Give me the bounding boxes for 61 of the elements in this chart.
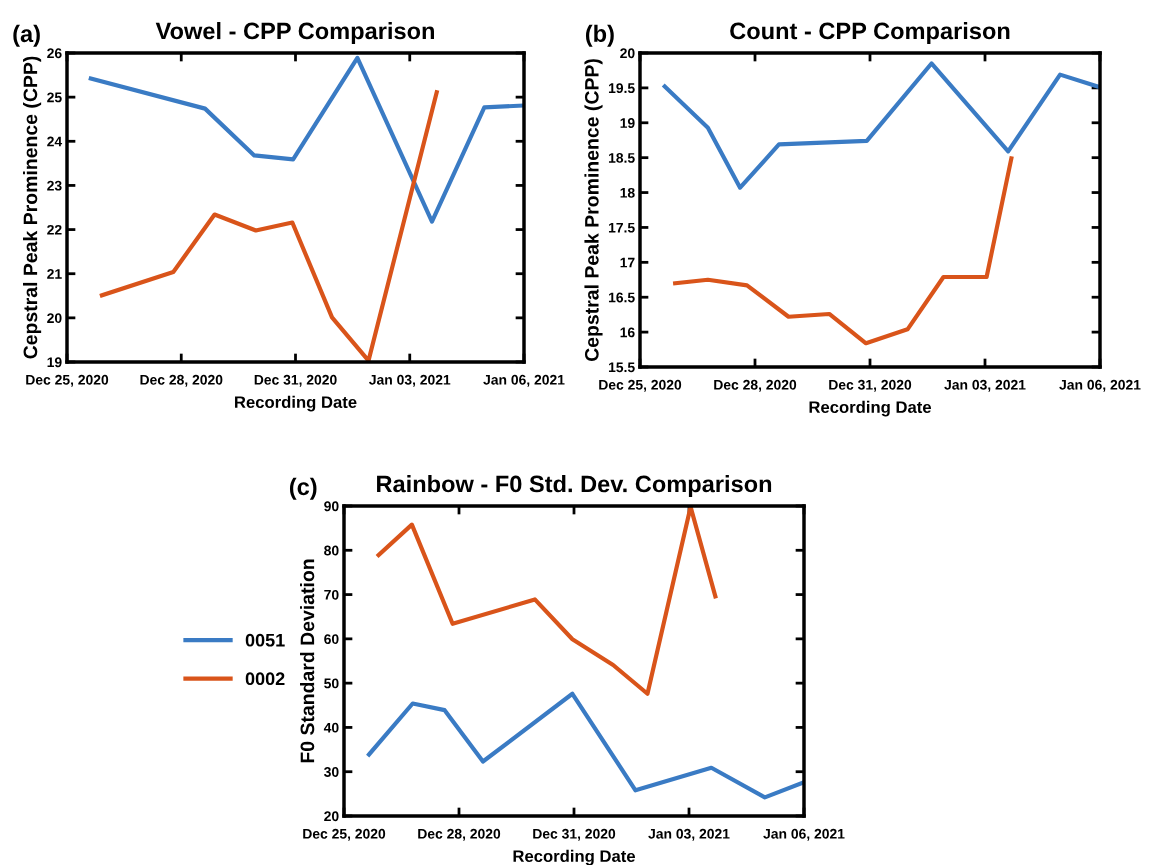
y-tick-label: 16 — [620, 327, 635, 338]
y-tick-label: 17.5 — [608, 222, 635, 233]
legend-label: 0051 — [245, 633, 285, 647]
chart-title: Count - CPP Comparison — [730, 22, 1010, 45]
x-tick-label: Dec 31, 2020 — [533, 828, 616, 841]
y-tick-label: 30 — [324, 767, 339, 777]
x-tick-label: Dec 28, 2020 — [714, 379, 797, 392]
y-axis-title: F0 Standard Deviation — [300, 559, 315, 763]
x-axis-title: Recording Date — [809, 400, 932, 417]
y-tick-label: 19 — [47, 357, 62, 368]
x-tick-label: Dec 31, 2020 — [254, 374, 337, 387]
y-tick-label: 18 — [620, 187, 635, 198]
y-tick-label: 18.5 — [608, 153, 635, 163]
text: (a) — [13, 24, 40, 47]
x-tick-label: Jan 03, 2021 — [369, 374, 451, 387]
x-tick-label: Dec 25, 2020 — [303, 828, 386, 841]
x-tick-label: Jan 06, 2021 — [1059, 379, 1141, 392]
x-tick-label: Dec 31, 2020 — [829, 379, 912, 392]
y-axis-title: Cepstral Peak Prominence (CPP) — [23, 56, 42, 359]
legend-label: 0002 — [245, 672, 285, 686]
x-axis-title: Recording Date — [513, 849, 636, 865]
y-tick-label: 40 — [323, 722, 339, 733]
x-tick-label: Dec 25, 2020 — [599, 379, 682, 392]
y-tick-label: 20 — [324, 811, 339, 822]
line-series — [662, 61, 1100, 190]
y-tick-label: 90 — [324, 501, 339, 512]
x-tick-label: Jan 06, 2021 — [763, 828, 845, 841]
line-series — [88, 55, 524, 224]
y-tick-label: 15.5 — [608, 362, 635, 373]
y-tick-label: 50 — [324, 678, 339, 689]
text: (b) — [585, 24, 614, 47]
x-tick-label: Dec 28, 2020 — [140, 374, 223, 387]
y-tick-label: 24 — [47, 136, 63, 147]
y-tick-label: 21 — [47, 269, 62, 279]
x-tick-label: Jan 06, 2021 — [483, 374, 565, 387]
y-tick-label: 70 — [324, 589, 339, 600]
y-tick-label: 23 — [47, 180, 62, 191]
y-tick-label: 20 — [47, 313, 62, 324]
y-tick-label: 25 — [47, 92, 62, 103]
line-series — [376, 506, 718, 696]
x-axis-title: Recording Date — [235, 395, 357, 412]
y-tick-label: 22 — [47, 224, 62, 235]
x-tick-label: Jan 03, 2021 — [648, 828, 730, 841]
text: (c) — [289, 477, 317, 500]
y-tick-label: 19.5 — [608, 83, 635, 94]
x-tick-label: Jan 03, 2021 — [944, 379, 1026, 392]
chart-title: Rainbow - F0 Std. Dev. Comparison — [377, 475, 772, 498]
y-tick-label: 19 — [620, 118, 635, 128]
x-tick-label: Dec 28, 2020 — [418, 828, 501, 841]
chart-title: Vowel - CPP Comparison — [155, 22, 434, 45]
x-tick-label: Dec 25, 2020 — [26, 374, 109, 387]
y-tick-label: 17 — [620, 257, 635, 268]
line-series — [99, 90, 439, 362]
y-axis-title: Cepstral Peak Prominence (CPP) — [584, 59, 603, 362]
y-tick-label: 26 — [47, 48, 62, 59]
line-series — [366, 691, 804, 800]
y-tick-label: 60 — [324, 634, 339, 645]
y-tick-label: 80 — [324, 545, 339, 556]
y-tick-label: 16.5 — [608, 292, 635, 303]
line-series — [673, 156, 1014, 346]
y-tick-label: 20 — [620, 48, 635, 59]
